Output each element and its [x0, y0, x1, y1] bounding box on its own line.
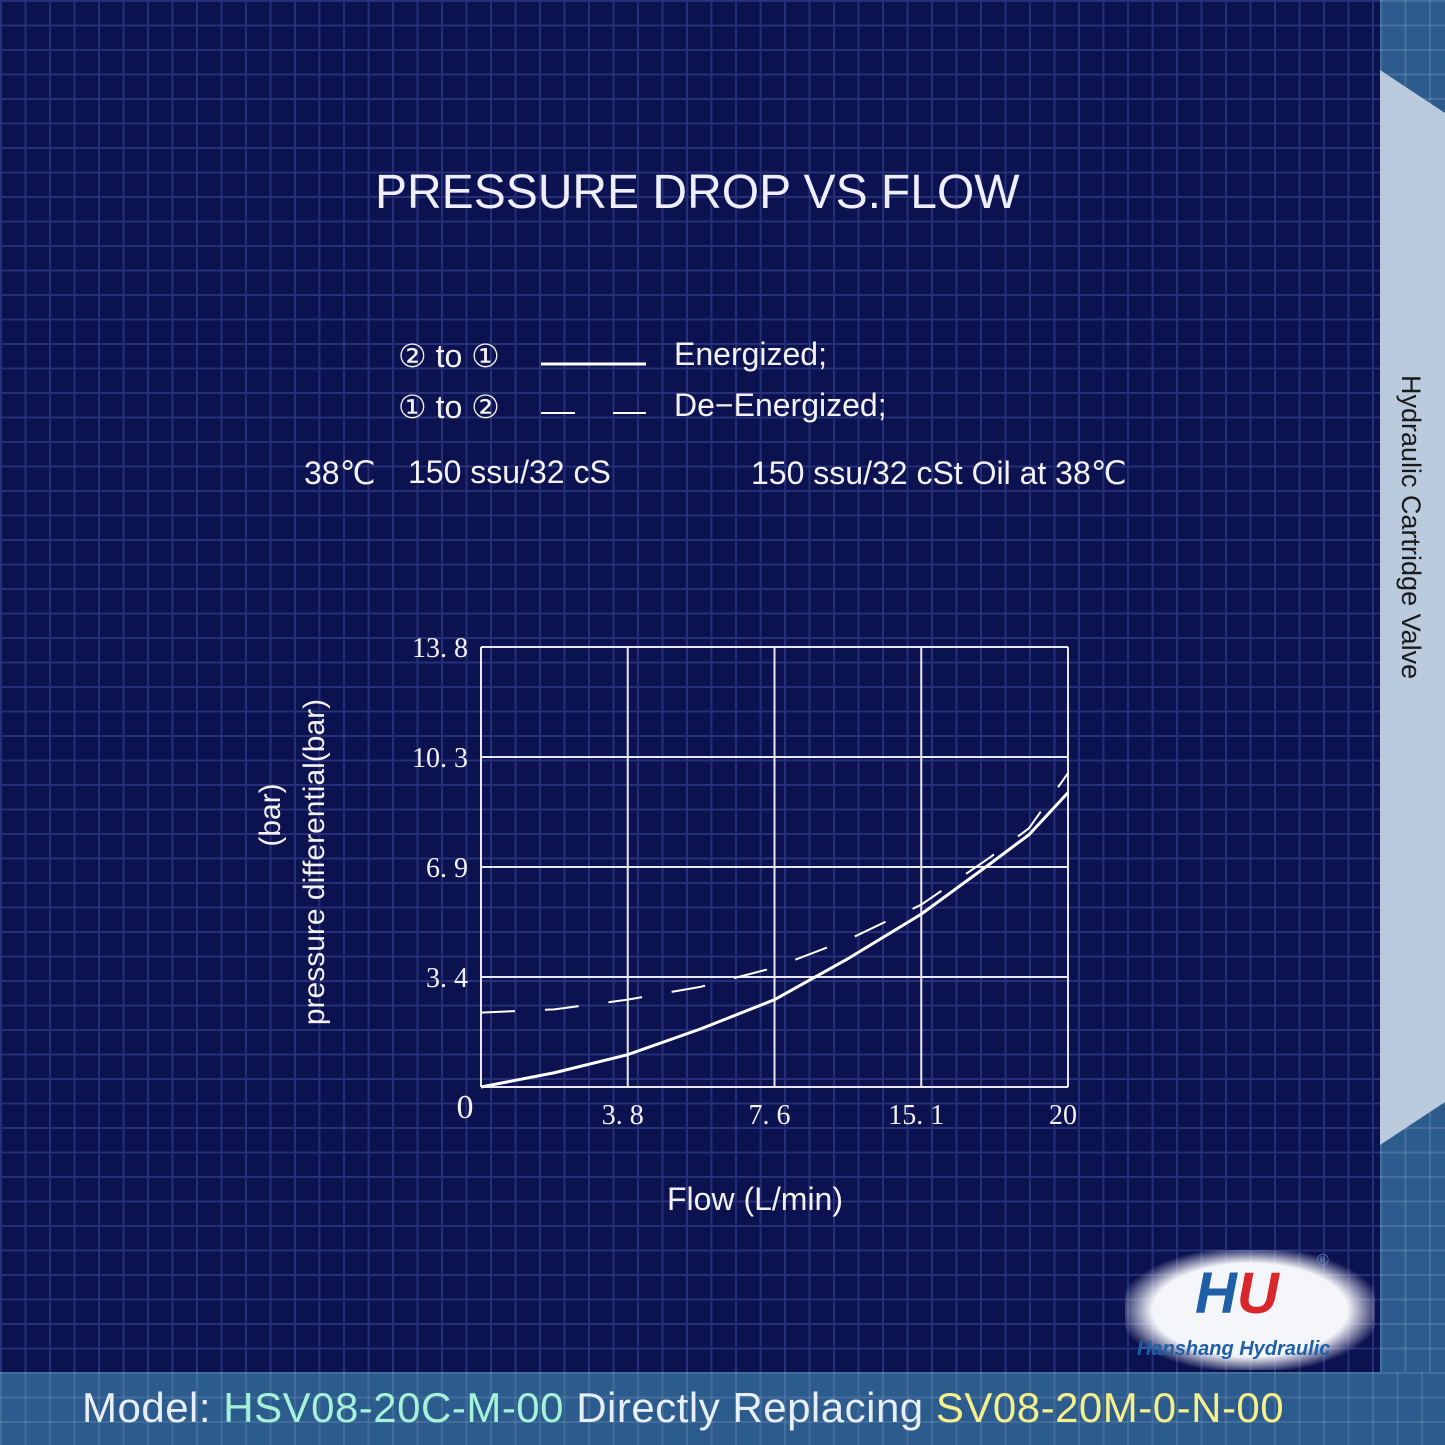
footer-replaces: SV08-20M-0-N-00 [935, 1384, 1285, 1431]
series-de-energized [480, 772, 1069, 1014]
side-label: Hydraulic Cartridge Valve [1396, 375, 1426, 680]
footer-text: Model: HSV08-20C-M-00 Directly Replacing… [82, 1384, 1284, 1432]
y-tick-label: 13. 8 [412, 633, 468, 664]
logo-name: Hanshang Hydraulic [1137, 1338, 1331, 1360]
y-axis-label-unit: (bar) [254, 783, 287, 846]
x-tick-label: 15. 1 [888, 1100, 944, 1131]
condition-viscosity: 150 ssu/32 cS [408, 454, 611, 490]
series-energized [480, 791, 1070, 1089]
x-axis-label: Flow (L/min) [667, 1181, 843, 1217]
footer-prefix: Model: [82, 1384, 212, 1431]
logo: HU ® Hanshang Hydraulic [1125, 1250, 1375, 1370]
footer-band [0, 1372, 1445, 1445]
side-panel [1380, 70, 1445, 1145]
x-tick-label: 3. 8 [602, 1100, 644, 1131]
y-axis-label: pressure differential(bar) [298, 699, 331, 1025]
condition-temp: 38℃ [304, 455, 376, 491]
x-tick-label: 0 [457, 1089, 474, 1126]
y-tick-label: 3. 4 [426, 963, 468, 994]
legend-desc-deenergized: De−Energized; [674, 387, 887, 423]
logo-mark: HU [1195, 1261, 1279, 1326]
legend-label-energized: ② to ① [398, 338, 500, 374]
footer-middle: Directly Replacing [576, 1384, 924, 1431]
legend-desc-energized: Energized; [674, 336, 827, 372]
chart-title: PRESSURE DROP VS.FLOW [375, 166, 1020, 219]
y-tick-label: 6. 9 [426, 853, 468, 884]
footer-model: HSV08-20C-M-00 [223, 1384, 565, 1431]
background-grid [0, 0, 1380, 1372]
x-tick-label: 7. 6 [749, 1100, 791, 1131]
legend-label-deenergized: ① to ② [398, 389, 500, 425]
y-tick-label: 10. 3 [412, 743, 468, 774]
x-tick-label: 20 [1049, 1100, 1077, 1131]
logo-registered: ® [1317, 1252, 1329, 1269]
condition-oil: 150 ssu/32 cSt Oil at 38℃ [751, 455, 1127, 491]
